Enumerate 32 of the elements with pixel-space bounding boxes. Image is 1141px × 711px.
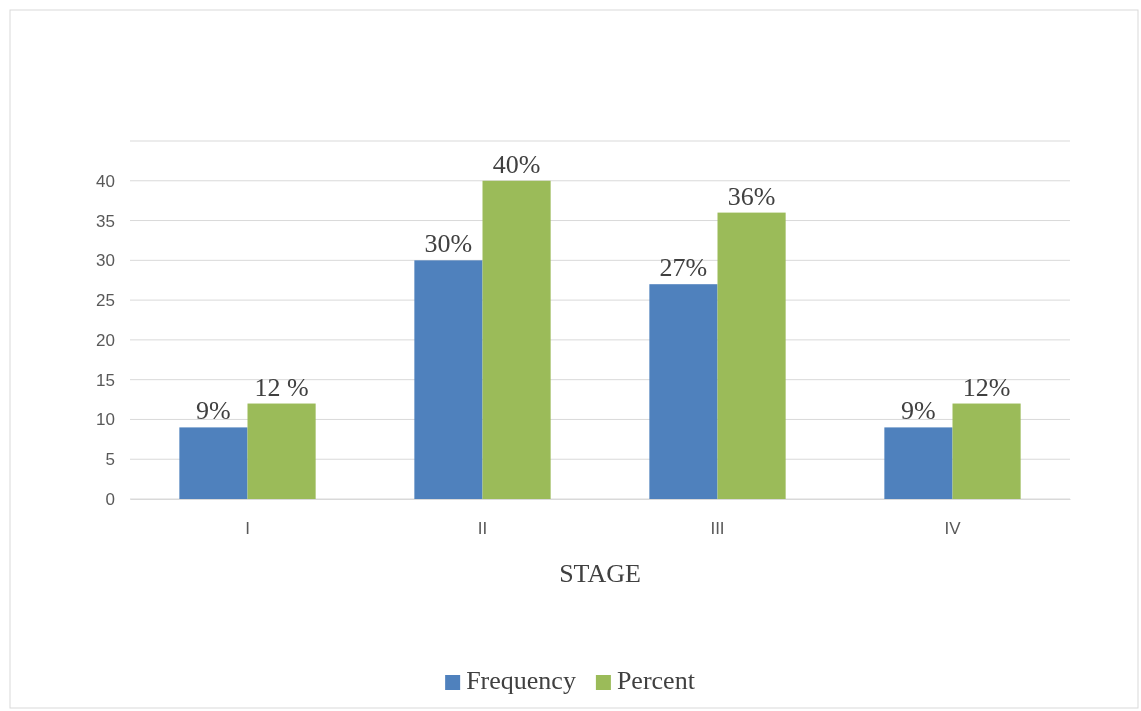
y-tick-label: 10 (96, 410, 115, 430)
y-tick-label: 5 (105, 450, 115, 470)
y-tick-label: 40 (96, 171, 115, 191)
y-tick-label: 25 (96, 291, 115, 311)
bar (649, 284, 718, 499)
data-label: 40% (492, 149, 541, 179)
bar (952, 403, 1021, 499)
y-tick-label: 0 (105, 489, 115, 509)
bar (482, 180, 551, 499)
bar (884, 427, 953, 499)
data-label: 36% (727, 181, 776, 211)
data-label: 27% (659, 253, 708, 283)
x-tick-label: I (245, 519, 250, 539)
x-tick-label: III (710, 519, 725, 539)
legend-label: Frequency (466, 666, 576, 695)
y-tick-label: 30 (96, 251, 115, 271)
bar (414, 260, 483, 499)
data-label: 9% (196, 396, 231, 426)
x-tick-label: IV (944, 519, 962, 539)
y-tick-label: 15 (96, 370, 115, 390)
x-tick-label: II (477, 519, 488, 539)
x-axis-title: STAGE (559, 559, 641, 588)
data-label: 12% (962, 372, 1011, 402)
bar (247, 403, 316, 499)
y-tick-label: 35 (96, 211, 115, 231)
legend-label: Percent (616, 666, 696, 695)
data-label: 12 % (254, 372, 309, 402)
bar (179, 427, 248, 499)
bar (717, 212, 786, 499)
data-label: 30% (424, 229, 473, 259)
y-tick-label: 20 (96, 330, 115, 350)
data-label: 9% (901, 396, 936, 426)
